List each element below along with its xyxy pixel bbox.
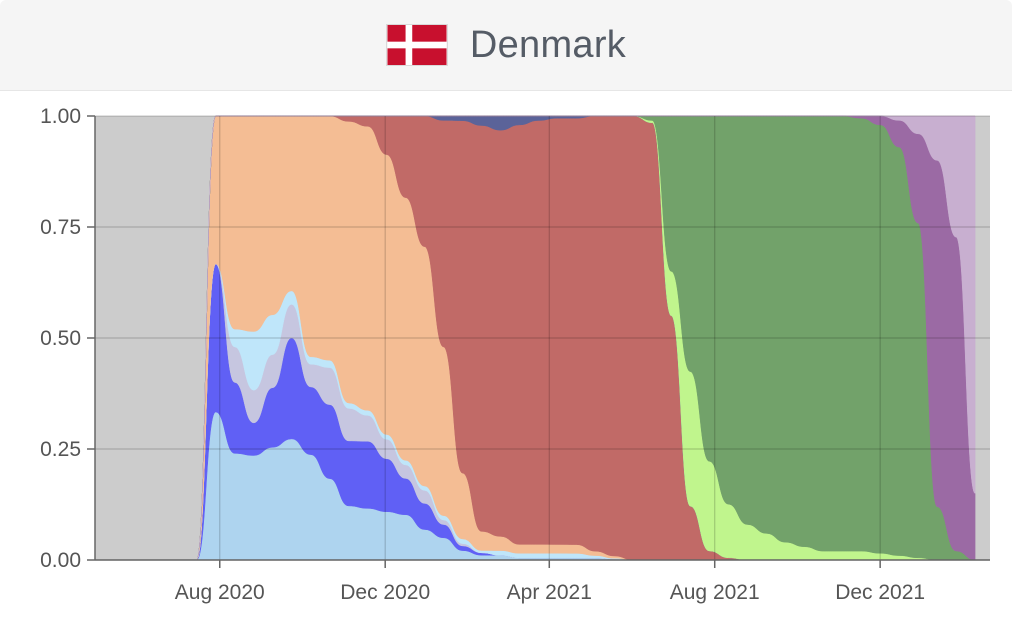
chart-header: Denmark	[0, 0, 1012, 91]
series-area-11	[158, 115, 976, 561]
x-tick-label: Dec 2020	[340, 581, 430, 604]
y-tick-label: 0.00	[40, 549, 81, 572]
x-tick-label: Dec 2021	[835, 581, 925, 604]
denmark-flag-icon	[385, 24, 448, 66]
x-axis-ticks: Aug 2020 Dec 2020 Apr 2021 Aug 2021 Dec 2021	[175, 560, 925, 604]
chart-title: Denmark	[469, 23, 627, 66]
y-tick-label: 0.75	[40, 216, 81, 239]
gridlines	[95, 115, 990, 561]
y-tick-label: 1.00	[40, 105, 81, 128]
y-tick-label: 0.50	[40, 327, 81, 350]
x-tick-label: Apr 2021	[507, 581, 592, 604]
x-tick-label: Aug 2020	[175, 581, 265, 604]
y-tick-label: 0.25	[40, 438, 81, 461]
y-axis-ticks: 0.00 0.25 0.50 0.75 1.00	[40, 105, 95, 572]
x-tick-label: Aug 2021	[670, 581, 760, 604]
stacked-area-chart: 0.00 0.25 0.50 0.75 1.00 Aug 2020 Dec 2020 Apr…	[40, 105, 990, 604]
